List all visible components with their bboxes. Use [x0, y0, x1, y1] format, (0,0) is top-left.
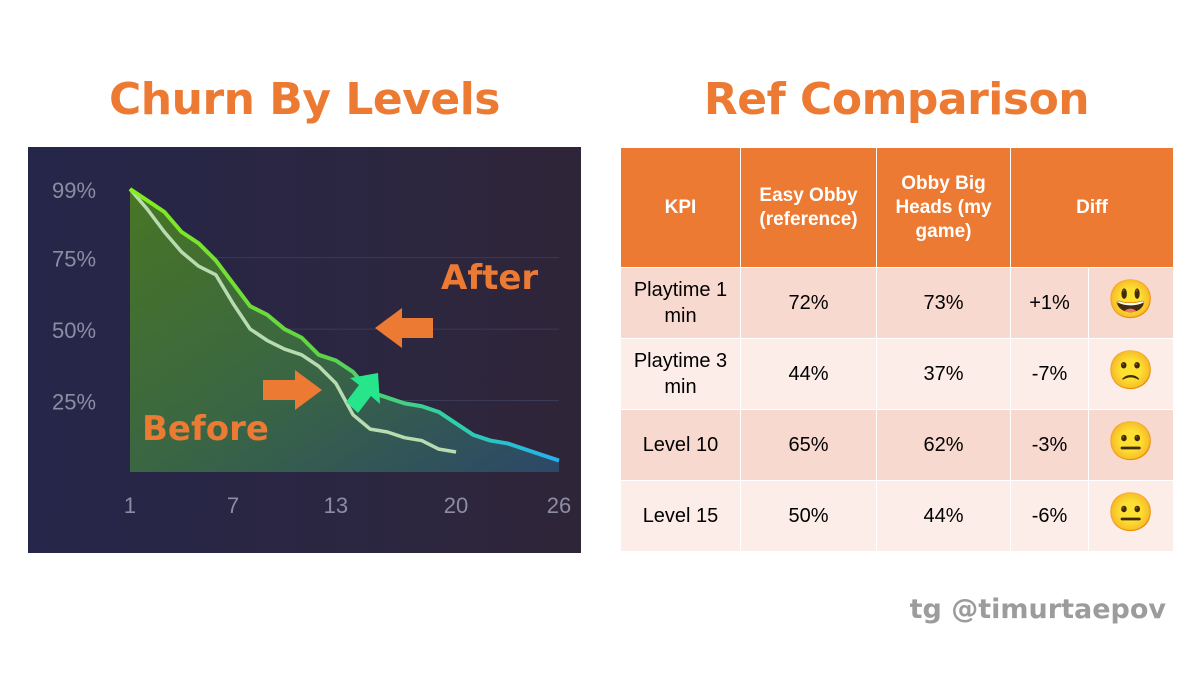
- my-game-cell: 62%: [876, 409, 1011, 481]
- diff-cell: -3%: [1010, 409, 1089, 481]
- header-reference: Easy Obby (reference): [740, 147, 877, 268]
- header-kpi: KPI: [620, 147, 741, 268]
- before-series-line: [128, 187, 457, 454]
- arrow-to-before-icon: [263, 370, 322, 410]
- x-tick-label: 26: [547, 493, 571, 518]
- table-row: Playtime 3 min 44% 37% -7% 🙁: [620, 338, 1174, 410]
- neutral-face-icon: 😐: [1107, 421, 1155, 463]
- kpi-comparison-table: KPI Easy Obby (reference) Obby Big Heads…: [620, 147, 1174, 552]
- grinning-face-icon: 😃: [1107, 279, 1155, 321]
- green-up-arrow-icon: [346, 373, 380, 413]
- diff-cell: -7%: [1010, 338, 1089, 410]
- my-game-cell: 37%: [876, 338, 1011, 410]
- table-row: Playtime 1 min 72% 73% +1% 😃: [620, 267, 1174, 339]
- table-row: Level 15 50% 44% -6% 😐: [620, 480, 1174, 552]
- reference-cell: 72%: [740, 267, 877, 339]
- kpi-cell: Playtime 1 min: [620, 267, 741, 339]
- emoji-cell: 😐: [1088, 480, 1174, 552]
- table-header-row: KPI Easy Obby (reference) Obby Big Heads…: [620, 147, 1174, 268]
- y-tick-label: 50%: [52, 318, 96, 343]
- reference-cell: 50%: [740, 480, 877, 552]
- y-tick-label: 75%: [52, 247, 96, 272]
- y-tick-label: 25%: [52, 390, 96, 415]
- neutral-face-icon: 😐: [1107, 492, 1155, 534]
- kpi-cell: Playtime 3 min: [620, 338, 741, 410]
- header-diff: Diff: [1010, 147, 1174, 268]
- x-tick-label: 13: [324, 493, 348, 518]
- header-my-game: Obby Big Heads (my game): [876, 147, 1011, 268]
- table-title: Ref Comparison: [703, 74, 1090, 125]
- emoji-cell: 😐: [1088, 409, 1174, 481]
- after-series-line: [128, 187, 560, 463]
- emoji-cell: 🙁: [1088, 338, 1174, 410]
- table-row: Level 10 65% 62% -3% 😐: [620, 409, 1174, 481]
- frowning-face-icon: 🙁: [1107, 350, 1155, 392]
- churn-chart-panel: 99% 75% 50% 25% 1 7 13 20 26 After Before: [28, 147, 581, 553]
- reference-cell: 65%: [740, 409, 877, 481]
- churn-chart: 99% 75% 50% 25% 1 7 13 20 26 After Before: [52, 178, 571, 518]
- after-area: [130, 189, 559, 472]
- my-game-cell: 44%: [876, 480, 1011, 552]
- emoji-cell: 😃: [1088, 267, 1174, 339]
- reference-cell: 44%: [740, 338, 877, 410]
- before-annotation: Before: [142, 409, 269, 449]
- x-tick-label: 20: [444, 493, 468, 518]
- arrow-to-after-icon: [375, 308, 433, 348]
- x-tick-label: 7: [227, 493, 239, 518]
- diff-cell: -6%: [1010, 480, 1089, 552]
- after-annotation: After: [441, 258, 538, 298]
- x-tick-label: 1: [124, 493, 136, 518]
- my-game-cell: 73%: [876, 267, 1011, 339]
- kpi-cell: Level 15: [620, 480, 741, 552]
- chart-title: Churn By Levels: [109, 74, 501, 125]
- diff-cell: +1%: [1010, 267, 1089, 339]
- kpi-cell: Level 10: [620, 409, 741, 481]
- y-tick-label: 99%: [52, 178, 96, 203]
- author-watermark: tg @timurtaepov: [909, 594, 1166, 625]
